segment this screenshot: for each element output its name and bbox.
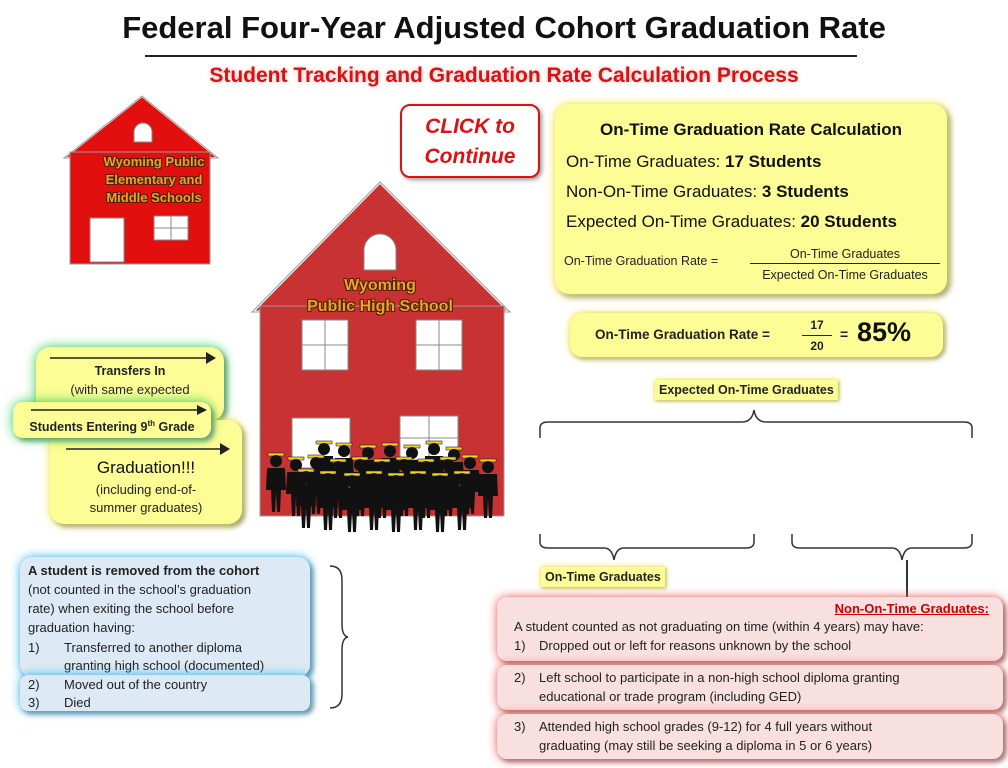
expected-graduates-tag: Expected On-Time Graduates <box>655 380 838 400</box>
students-entering-box: Students Entering 9th Grade <box>13 402 211 438</box>
page-subtitle: Student Tracking and Graduation Rate Cal… <box>209 64 799 87</box>
graduation-sub-1: (including end-of- <box>95 482 197 497</box>
formula-denominator: Expected On-Time Graduates <box>762 268 928 282</box>
formula-label: On-Time Graduation Rate = <box>564 254 719 268</box>
non-ontime-box: Non-On-Time Graduates: A student counted… <box>497 597 1003 661</box>
rate-equals: = <box>840 326 849 342</box>
non-ontime-item-3-line-2: graduating (may still be seeking a diplo… <box>539 738 873 753</box>
ontime-graduates-tag: On-Time Graduates <box>541 567 665 587</box>
removed-item-3: Died <box>64 695 91 710</box>
non-ontime-item-2-num: 2) <box>514 670 526 685</box>
removed-item-1-line-2: granting high school (documented) <box>64 658 265 673</box>
non-ontime-intro: A student counted as not graduating on t… <box>514 619 924 634</box>
transfers-in-title: Transfers In <box>94 364 166 378</box>
non-ontime-connector <box>906 560 908 598</box>
transfers-in-sub: (with same expected <box>70 382 190 397</box>
high-school-label: Wyoming Public High School <box>307 277 453 315</box>
removed-brace <box>329 565 349 709</box>
non-ontime-item-2-box: 2) Left school to participate in a non-h… <box>497 665 1003 710</box>
removed-line-2: rate) when exiting the school before <box>28 601 234 616</box>
removed-item-1-line-1: Transferred to another diploma <box>64 640 243 655</box>
non-ontime-item-1-num: 1) <box>514 638 526 653</box>
non-ontime-item-2-line-1: Left school to participate in a non-high… <box>539 670 900 685</box>
click-line-1: CLICK to <box>425 115 515 138</box>
calculation-heading: On-Time Graduation Rate Calculation <box>600 120 902 139</box>
removed-line-3: graduation having: <box>28 620 135 635</box>
formula-fraction-bar <box>750 263 940 264</box>
removed-item-1-num: 1) <box>28 640 40 655</box>
removed-from-cohort-box: A student is removed from the cohort (no… <box>20 557 310 677</box>
graduation-arrow-icon <box>66 443 230 455</box>
rate-denominator: 20 <box>810 339 824 353</box>
non-ontime-item-1: Dropped out or left for reasons unknown … <box>539 638 852 653</box>
removed-item-2-num: 2) <box>28 677 40 692</box>
click-line-2: Continue <box>424 145 516 168</box>
non-ontime-item-2-line-2: educational or trade program (including … <box>539 689 802 704</box>
elementary-school-house <box>61 94 220 265</box>
rate-fraction-bar <box>802 335 832 336</box>
removed-item-2: Moved out of the country <box>64 677 208 692</box>
elementary-school-label: Wyoming Public Elementary and Middle Sch… <box>103 154 205 205</box>
title-divider <box>145 55 857 57</box>
click-to-continue-button[interactable]: CLICK to Continue <box>400 104 540 178</box>
cohort-braces <box>539 409 973 561</box>
non-ontime-item-3-num: 3) <box>514 719 526 734</box>
removed-items-box: 2) Moved out of the country 3) Died <box>20 675 310 711</box>
students-entering-label: Students Entering 9th Grade <box>29 419 195 435</box>
removed-title: A student is removed from the cohort <box>28 563 260 578</box>
nonontime-graduates-line: Non-On-Time Graduates: 3 Students <box>566 182 849 201</box>
expected-graduates-line: Expected On-Time Graduates: 20 Students <box>566 212 898 231</box>
non-ontime-title: Non-On-Time Graduates: <box>834 601 989 616</box>
graduates-crowd-icon <box>265 440 499 533</box>
non-ontime-item-3-line-1: Attended high school grades (9-12) for 4… <box>539 719 873 734</box>
graduation-sub-2: summer graduates) <box>89 500 203 515</box>
rate-numerator: 17 <box>810 318 824 332</box>
rate-label: On-Time Graduation Rate = <box>595 327 770 342</box>
removed-item-3-num: 3) <box>28 695 40 710</box>
non-ontime-item-3-box: 3) Attended high school grades (9-12) fo… <box>497 714 1003 759</box>
graduation-title: Graduation!!! <box>96 458 196 477</box>
formula-numerator: On-Time Graduates <box>790 247 900 261</box>
rate-result: 85% <box>857 317 912 347</box>
removed-line-1: (not counted in the school’s graduation <box>28 582 252 597</box>
graduation-rate-calculation-box: On-Time Graduation Rate Calculation On-T… <box>555 104 947 294</box>
ontime-graduates-line: On-Time Graduates: 17 Students <box>566 152 822 171</box>
page-title: Federal Four-Year Adjusted Cohort Gradua… <box>122 10 886 45</box>
entering-arrow-icon <box>31 405 207 415</box>
graduation-rate-result-box: On-Time Graduation Rate = 17 20 = 85% <box>570 313 943 357</box>
transfers-arrow-icon <box>50 352 216 364</box>
